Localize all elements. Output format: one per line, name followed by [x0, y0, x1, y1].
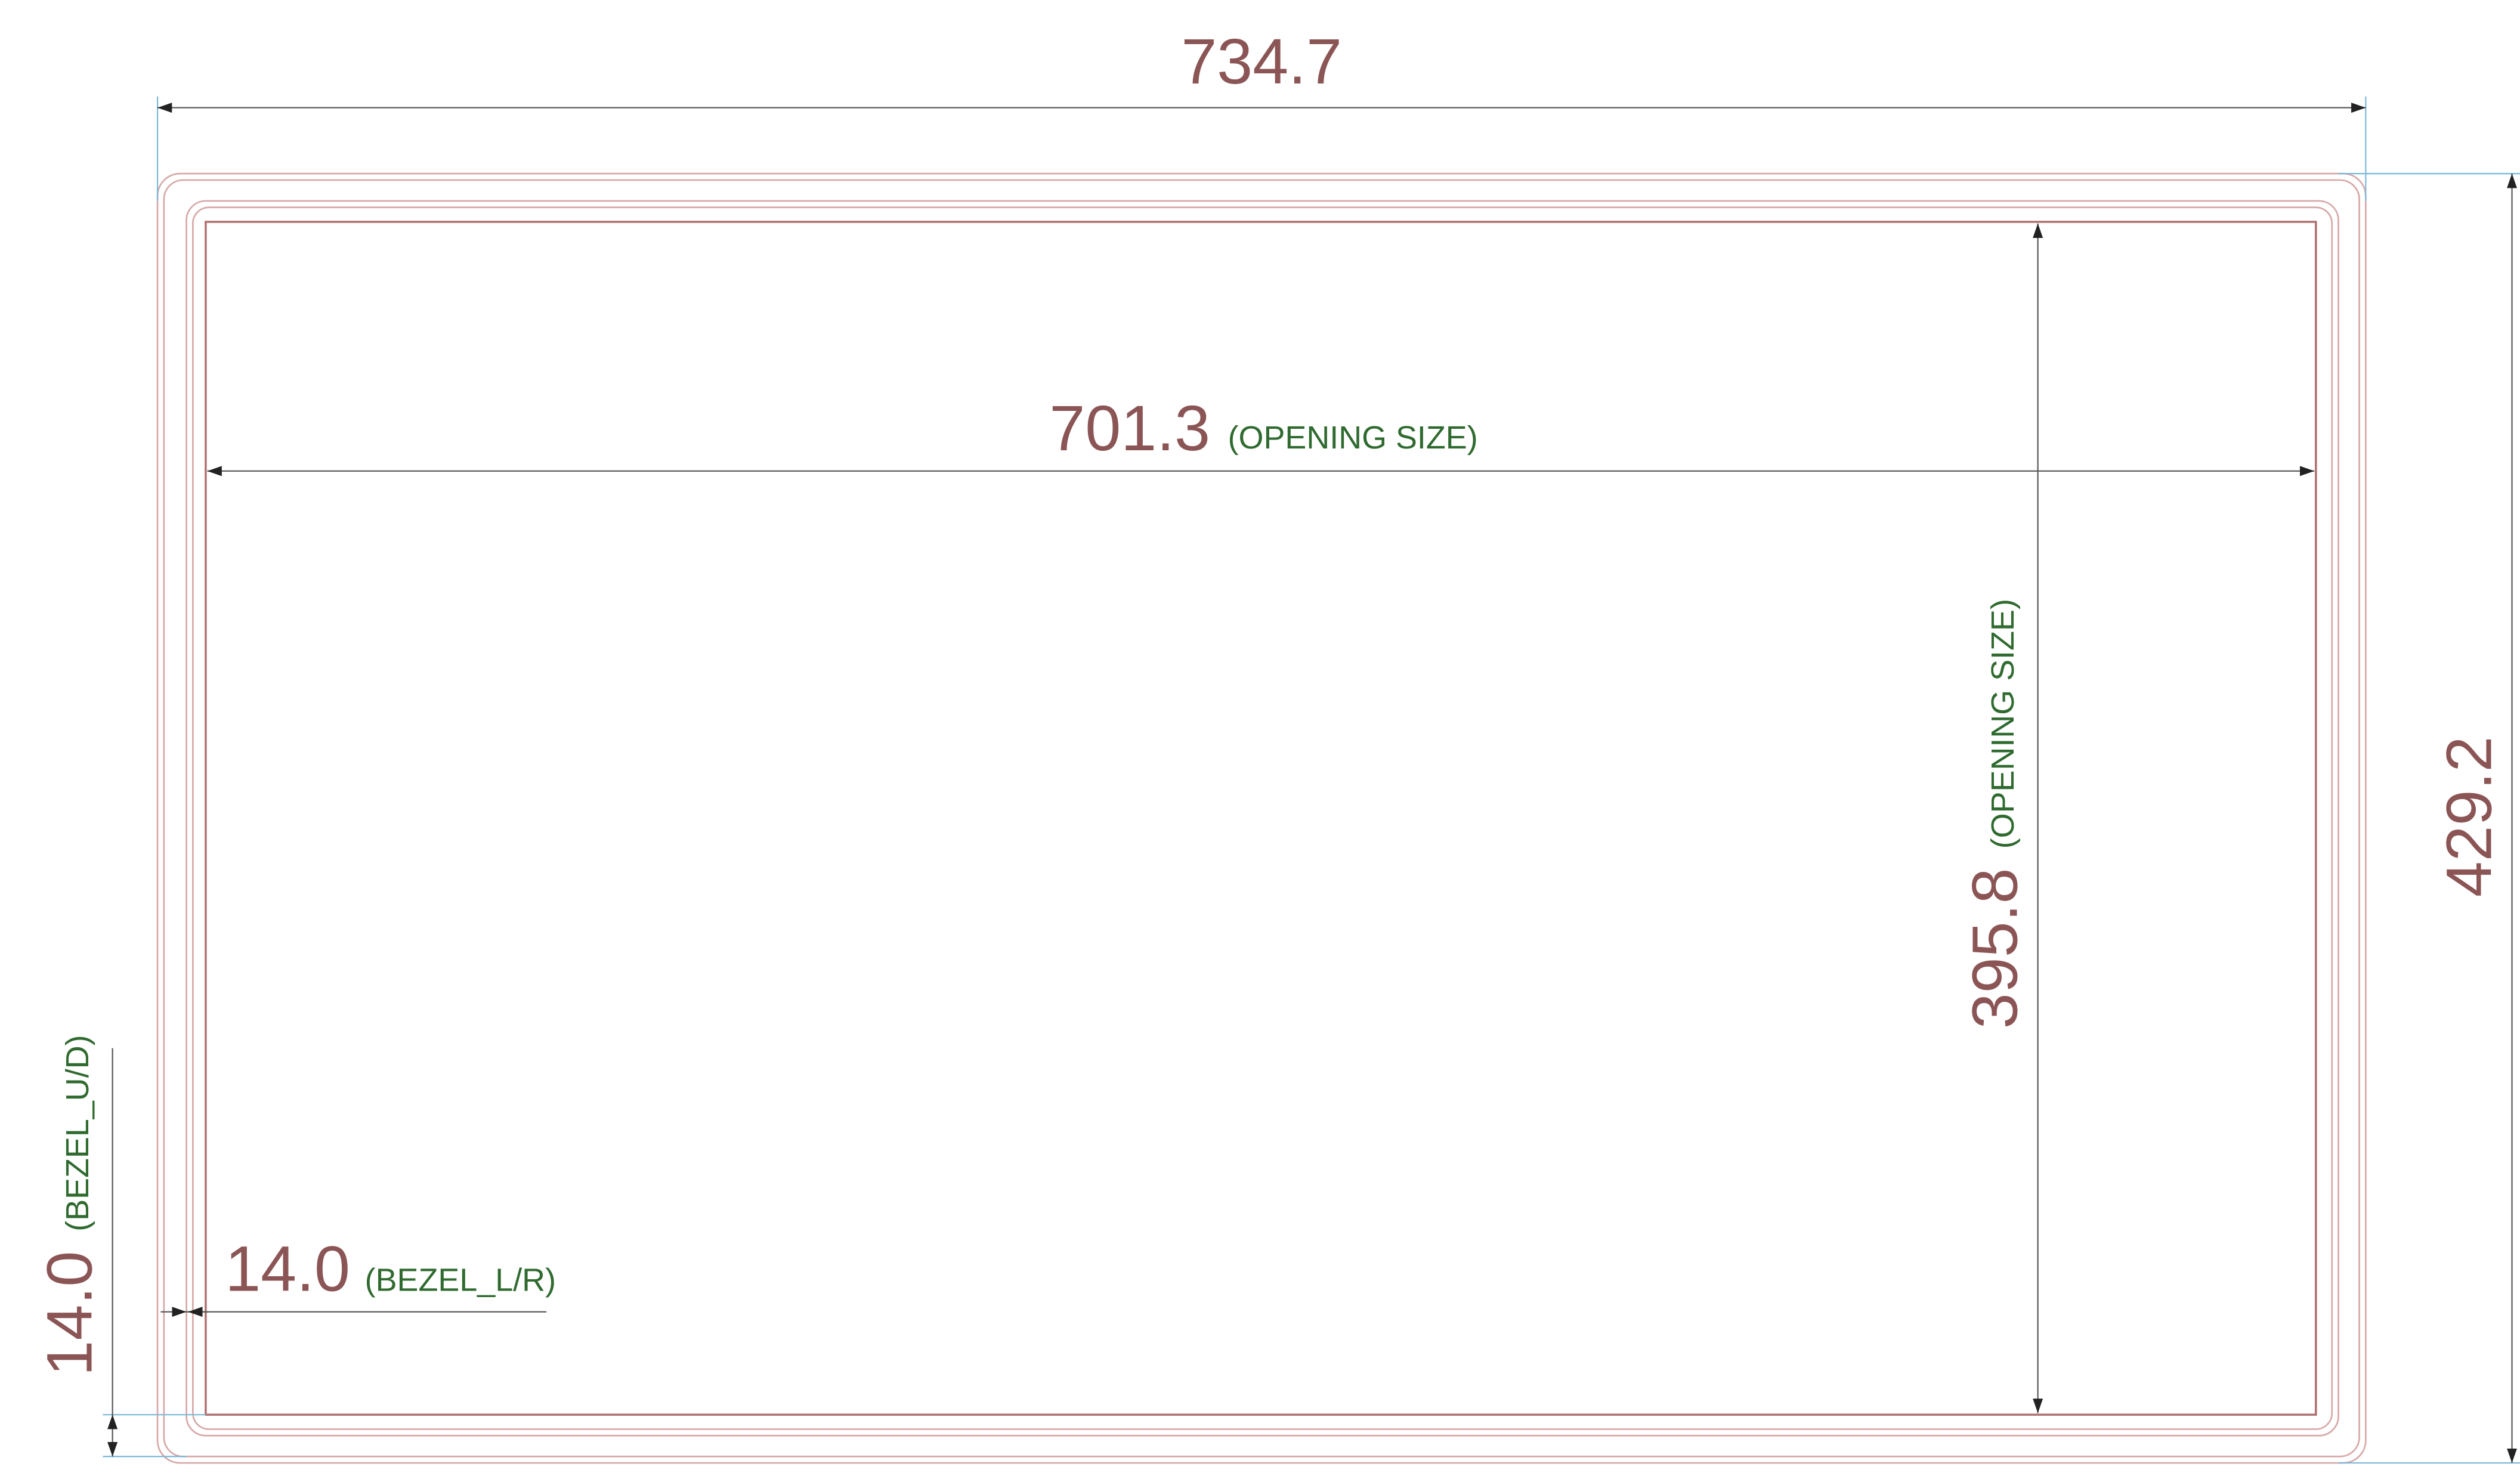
bezel-ud-note: (BEZEL_U/D) — [60, 1035, 95, 1231]
overall-height: 429.2 — [2433, 736, 2505, 897]
opening-width-note: (OPENING SIZE) — [1228, 420, 1478, 456]
bezel-ud: 14.0 — [33, 1251, 106, 1376]
outer-frame — [156, 172, 2367, 1464]
opening-height-note: (OPENING SIZE) — [1985, 599, 2021, 849]
opening-width: 701.3 — [1049, 392, 1210, 464]
opening — [205, 221, 2317, 1416]
overall-width: 734.7 — [1181, 25, 1342, 97]
bezel-frame — [185, 200, 2339, 1437]
bezel-lr-note: (BEZEL_L/R) — [365, 1263, 556, 1298]
opening-height: 395.8 — [1959, 868, 2031, 1029]
bezel-lr: 14.0 — [225, 1233, 350, 1305]
outer-frame-inner — [163, 179, 2360, 1458]
bezel-frame-inner — [191, 206, 2333, 1430]
